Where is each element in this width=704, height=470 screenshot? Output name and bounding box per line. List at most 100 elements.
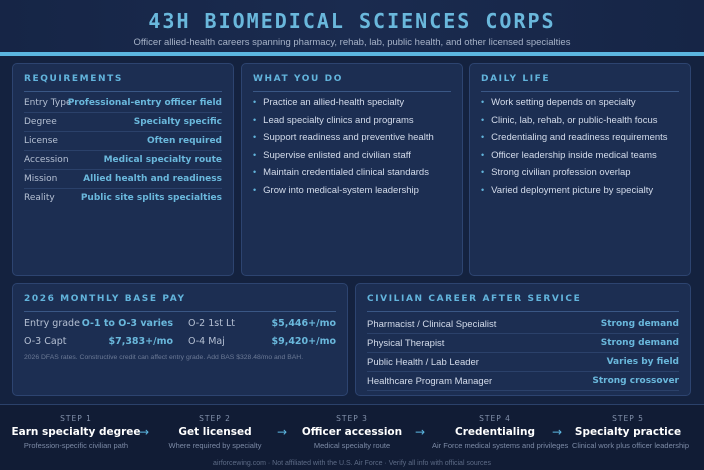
divider (253, 91, 451, 92)
bullet-icon: • (481, 132, 485, 142)
step-title: Get licensed (178, 426, 252, 438)
arrow-right-icon: → (277, 425, 288, 439)
civilian-career-card: CIVILIAN CAREER AFTER SERVICE Pharmacist… (355, 283, 691, 396)
requirement-label: Mission (24, 174, 58, 184)
step-title: Credentialing (454, 426, 535, 438)
requirements-card: REQUIREMENTS Entry Type Professional-entr… (12, 63, 234, 276)
header-divider (0, 52, 704, 56)
card-title: WHAT YOU DO (253, 74, 344, 84)
arrow-right-icon: → (415, 425, 426, 439)
requirement-label: Entry Type (24, 98, 72, 108)
list-item: • Officer leadership inside medical teams (481, 150, 657, 161)
card-title: REQUIREMENTS (24, 74, 123, 84)
bullet-icon: • (253, 115, 257, 125)
step-description: Clinical work plus officer leadership (572, 441, 689, 450)
list-item: • Maintain credentialed clinical standard… (253, 167, 429, 178)
requirement-label: Reality (24, 193, 55, 203)
requirement-label: Degree (24, 117, 57, 127)
bullet-icon: • (253, 150, 257, 160)
pay-label: Entry grade (24, 318, 80, 329)
civilian-row: Physical Therapist Strong demand (367, 334, 679, 353)
bullet-icon: • (481, 150, 485, 160)
pay-note: 2026 DFAS rates. Constructive credit can… (24, 354, 304, 361)
requirement-row: Mission Allied health and readiness (24, 170, 222, 189)
list-item: • Work setting depends on specialty (481, 97, 636, 108)
civilian-job: Physical Therapist (367, 338, 445, 349)
arrow-right-icon: → (552, 425, 563, 439)
pay-value: $9,420+/mo (271, 336, 336, 347)
civilian-demand: Strong demand (600, 319, 679, 329)
pay-label: O-4 Maj (188, 336, 225, 347)
pay-row: Entry grade O-1 to O-3 varies O-2 1st Lt… (24, 318, 336, 335)
requirement-value: Allied health and readiness (83, 174, 222, 184)
divider (367, 311, 679, 312)
civilian-row: Public Health / Lab Leader Varies by fiel… (367, 353, 679, 372)
requirement-value: Public site splits specialties (80, 193, 222, 203)
divider (24, 91, 222, 92)
bullet-icon: • (253, 97, 257, 107)
page-subtitle: Officer allied-health careers spanning p… (133, 37, 571, 48)
page-title: 43H BIOMEDICAL SCIENCES CORPS (148, 9, 556, 33)
civilian-row: Healthcare Program Manager Strong crossov… (367, 372, 679, 391)
requirement-row: Accession Medical specialty route (24, 151, 222, 170)
step-3: STEP 3 Officer accession Medical special… (300, 414, 404, 450)
civilian-demand: Varies by field (606, 357, 679, 367)
list-item: • Varied deployment picture by specialty (481, 185, 654, 196)
requirement-label: License (24, 136, 58, 146)
card-title: 2026 MONTHLY BASE PAY (24, 294, 186, 304)
step-number: STEP 3 (336, 414, 368, 423)
requirement-value: Professional-entry officer field (67, 98, 222, 108)
requirement-row: Degree Specialty specific (24, 113, 222, 132)
requirement-row: License Often required (24, 132, 222, 151)
what-you-do-card: WHAT YOU DO • Practice an allied-health s… (241, 63, 463, 276)
pay-value: O-1 to O-3 varies (81, 318, 173, 329)
requirement-value: Medical specialty route (103, 155, 222, 165)
list-item: • Grow into medical-system leadership (253, 185, 419, 196)
pay-label: O-2 1st Lt (188, 318, 235, 329)
step-number: STEP 1 (60, 414, 92, 423)
card-title: CIVILIAN CAREER AFTER SERVICE (367, 294, 582, 304)
civilian-job: Healthcare Program Manager (367, 376, 493, 387)
pay-row: O-3 Capt $7,383+/mo O-4 Maj $9,420+/mo (24, 336, 336, 353)
step-2: STEP 2 Get licensed Where required by sp… (160, 414, 270, 450)
career-steps-bar: STEP 1 Earn specialty degree Profession-… (0, 404, 704, 470)
list-item: • Supervise enlisted and civilian staff (253, 150, 411, 161)
list-item: • Lead specialty clinics and programs (253, 115, 414, 126)
pay-value: $5,446+/mo (271, 318, 336, 329)
step-1: STEP 1 Earn specialty degree Profession-… (10, 414, 142, 450)
requirement-value: Often required (147, 136, 222, 146)
daily-life-card: DAILY LIFE • Work setting depends on spec… (469, 63, 691, 276)
step-number: STEP 2 (199, 414, 231, 423)
step-description: Where required by specialty (168, 441, 262, 450)
bullet-icon: • (481, 115, 485, 125)
list-item: • Strong civilian profession overlap (481, 167, 631, 178)
bullet-icon: • (253, 167, 257, 177)
bullet-icon: • (253, 132, 257, 142)
divider (24, 311, 336, 312)
step-number: STEP 4 (479, 414, 511, 423)
page-header: 43H BIOMEDICAL SCIENCES CORPS Officer al… (0, 0, 704, 54)
civilian-demand: Strong crossover (592, 376, 679, 386)
step-number: STEP 5 (612, 414, 644, 423)
requirement-label: Accession (24, 155, 69, 165)
base-pay-card: 2026 MONTHLY BASE PAY Entry grade O-1 to… (12, 283, 348, 396)
bullet-icon: • (253, 185, 257, 195)
civilian-row: Pharmacist / Clinical Specialist Strong d… (367, 315, 679, 334)
pay-value: $7,383+/mo (108, 336, 173, 347)
requirement-value: Specialty specific (133, 117, 222, 127)
bullet-icon: • (481, 167, 485, 177)
pay-label: O-3 Capt (24, 336, 67, 347)
civilian-job: Pharmacist / Clinical Specialist (367, 319, 497, 330)
arrow-right-icon: → (139, 425, 150, 439)
bullet-icon: • (481, 97, 485, 107)
divider (481, 91, 679, 92)
step-4: STEP 4 Credentialing Air Force medical s… (432, 414, 568, 450)
step-title: Earn specialty degree (11, 426, 141, 438)
list-item: • Support readiness and preventive health (253, 132, 434, 143)
step-title: Specialty practice (574, 426, 682, 438)
list-item: • Credentialing and readiness requirement… (481, 132, 668, 143)
step-description: Profession-specific civilian path (23, 441, 129, 450)
list-item: • Practice an allied-health specialty (253, 97, 405, 108)
civilian-job: Public Health / Lab Leader (367, 357, 479, 368)
requirement-row: Reality Public site splits specialties (24, 189, 222, 208)
